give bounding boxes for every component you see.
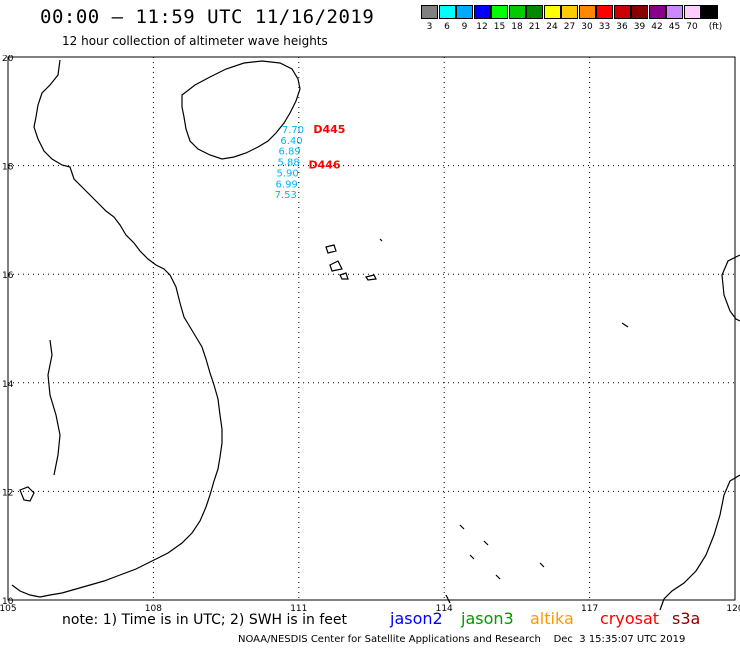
legend-label: 27 (563, 22, 576, 32)
legend-label: 42 (651, 22, 663, 32)
lon-tick-label: 114 (436, 604, 453, 614)
coastline-philippines (621, 254, 740, 611)
lat-tick-label: 12 (2, 488, 13, 498)
coastline-paracels (325, 238, 383, 281)
legend-swatch (613, 5, 631, 19)
lat-tick-label: 14 (2, 380, 14, 390)
lat-tick-label: 20 (2, 55, 14, 64)
axis-tick-labels: 105 108 111 114 117 120 20 18 16 14 12 10 (0, 55, 740, 614)
footer-note: note: 1) Time is in UTC; 2) SWH is in fe… (62, 612, 348, 628)
legend-label: 6 (444, 22, 450, 32)
swh-value: 7.70 (282, 125, 304, 136)
swh-value: 5.90 (277, 168, 299, 179)
swh-values: 7.706.406.895.885.906.997.53 (275, 125, 305, 201)
lat-tick-label: 18 (2, 163, 14, 173)
legend-swatch (543, 5, 561, 19)
legend-label: 36 (616, 22, 628, 32)
lon-tick-label: 105 (0, 604, 17, 614)
page-subtitle: 12 hour collection of altimeter wave hei… (62, 34, 328, 48)
swh-value: 6.89 (278, 147, 300, 158)
legend-label: 70 (686, 22, 698, 32)
coastline (11, 59, 740, 611)
legend-label: 39 (633, 22, 646, 32)
legend-swatch (561, 5, 578, 19)
legend-swatch (701, 5, 718, 19)
lat-tick-label: 16 (2, 271, 14, 281)
wave-height-map: 105108111114117120201816141210 7.706.406… (0, 55, 740, 614)
coastline-gulf-thailand (47, 339, 61, 476)
credit-line: NOAA/NESDIS Center for Satellite Applica… (238, 634, 686, 645)
legend-label: 45 (668, 22, 681, 32)
legend-swatch (666, 5, 683, 19)
legend-swatch (421, 5, 438, 19)
satellite-cryosat: cryosat (600, 609, 660, 628)
legend-swatch (578, 5, 596, 19)
legend-swatch (473, 5, 491, 19)
satellite-jason2: jason2 (390, 609, 443, 628)
track-label: D445 (313, 123, 345, 136)
legend-swatch (596, 5, 613, 19)
page-title: 00:00 – 11:59 UTC 11/16/2019 (40, 6, 375, 28)
legend-label: 33 (598, 22, 611, 32)
legend-swatch (526, 5, 543, 19)
legend-swatch (438, 5, 456, 19)
track-label: D446 (308, 158, 340, 171)
legend-label: 24 (546, 22, 558, 32)
legend-swatch (508, 5, 526, 19)
lat-tick-label: 10 (2, 597, 14, 607)
legend-swatch (631, 5, 648, 19)
legend-swatch (683, 5, 701, 19)
coastline-vietnam (11, 59, 223, 598)
coastline-hainan (181, 60, 301, 160)
lon-tick-label: 111 (290, 604, 307, 614)
legend-label: 21 (528, 22, 541, 32)
legend-swatch (648, 5, 666, 19)
legend-swatch (456, 5, 473, 19)
legend-label: 9 (461, 22, 468, 32)
map-frame (7, 56, 736, 601)
legend-label: 30 (581, 22, 593, 32)
lon-tick-label: 108 (145, 604, 162, 614)
track-labels: D445 D446 (308, 123, 345, 171)
swh-value: 6.99 (276, 179, 298, 190)
coastline-phu-quoc (19, 486, 35, 502)
satellite-s3a: s3a (672, 609, 701, 628)
graticule (7, 56, 736, 601)
legend-label: 15 (493, 22, 506, 32)
legend-unit: (ft) (708, 22, 723, 32)
legend-swatch (491, 5, 508, 19)
legend-label: 3 (426, 22, 433, 32)
legend-label: 12 (476, 22, 488, 32)
swh-value: 5.88 (277, 158, 299, 169)
legend-label: 18 (511, 22, 523, 32)
satellite-jason3: jason3 (461, 609, 514, 628)
satellite-altika: altika (530, 609, 574, 628)
swh-value: 6.40 (280, 136, 302, 147)
swh-value: 7.53 (275, 190, 297, 201)
lon-tick-label: 120 (726, 604, 740, 614)
coastline-spratlys (445, 524, 545, 604)
lon-tick-label: 117 (581, 604, 598, 614)
